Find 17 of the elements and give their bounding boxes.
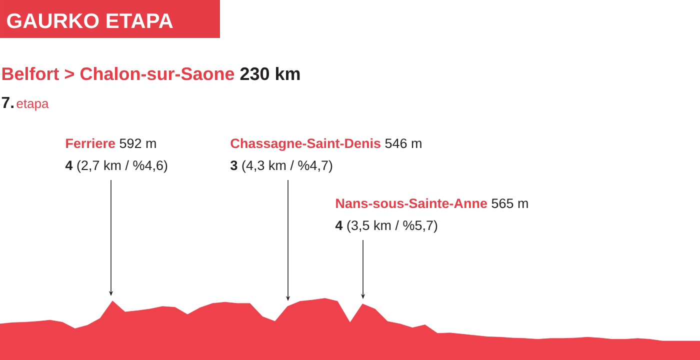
text: 4	[335, 220, 343, 230]
text: 3	[230, 160, 238, 170]
chart-subtitle: Belfort > Chalon-sur-Saone	[2, 66, 234, 80]
text: 565 m	[492, 198, 528, 208]
text: etapa	[16, 100, 49, 111]
chart-title: GAURKO ETAPA	[7, 13, 173, 28]
text: Ferriere	[66, 138, 116, 148]
text: 546 m	[385, 138, 422, 148]
text: Nans-sous-Sainte-Anne	[336, 198, 488, 208]
text: 4	[65, 160, 73, 170]
text: (4,3 km / %4,7)	[242, 160, 332, 173]
text: Chassagne-Saint-Denis	[230, 138, 380, 151]
text: 230 km	[240, 66, 300, 80]
text: (2,7 km / %4,6)	[77, 160, 168, 173]
text: 592 m	[120, 138, 156, 148]
text: 7.	[2, 96, 14, 108]
text: (3,5 km / %5,7)	[347, 220, 438, 233]
